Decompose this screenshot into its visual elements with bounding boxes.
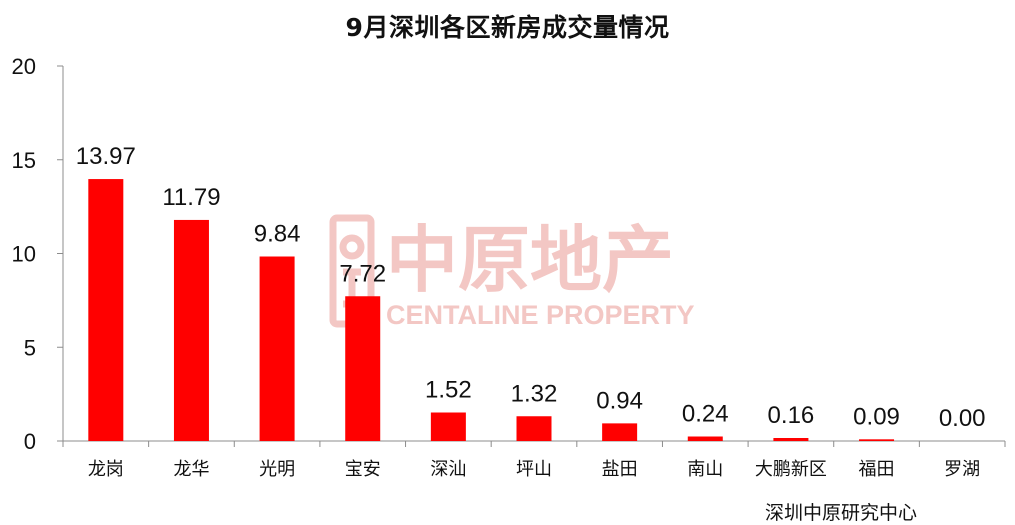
centaline-watermark: 中原地产 CENTALINE PROPERTY bbox=[329, 214, 695, 330]
data-label: 0.00 bbox=[939, 405, 986, 432]
data-label: 0.09 bbox=[853, 403, 900, 430]
y-tick-label: 5 bbox=[24, 335, 36, 360]
chart-title: 9月深圳各区新房成交量情况 bbox=[345, 13, 670, 42]
x-tick-label: 坪山 bbox=[516, 459, 552, 480]
data-label: 11.79 bbox=[162, 184, 220, 211]
x-tick-label: 大鹏新区 bbox=[755, 459, 827, 480]
bar bbox=[687, 436, 723, 441]
data-label: 0.24 bbox=[682, 401, 729, 428]
bar bbox=[259, 256, 295, 441]
bar bbox=[345, 296, 381, 441]
y-tick-label: 15 bbox=[12, 148, 36, 173]
watermark-english: CENTALINE PROPERTY bbox=[386, 300, 695, 330]
x-tick-label: 龙岗 bbox=[88, 459, 124, 480]
y-tick-label: 20 bbox=[12, 54, 36, 79]
source-note: 深圳中原研究中心 bbox=[765, 502, 918, 524]
bar bbox=[859, 439, 895, 441]
data-labels: 13.97 龙岗 11.79 龙华 9.84 光明 7.72 宝安 1.52 深汕 1.32 坪山 0.… bbox=[76, 143, 986, 480]
x-tick-label: 宝安 bbox=[345, 459, 381, 480]
data-label: 0.16 bbox=[768, 402, 815, 429]
data-label: 13.97 bbox=[76, 143, 136, 170]
bar bbox=[430, 412, 466, 441]
data-label: 1.52 bbox=[425, 377, 472, 404]
x-tick-label: 深汕 bbox=[430, 459, 466, 480]
x-tick-label: 光明 bbox=[259, 459, 295, 480]
x-tick-label: 盐田 bbox=[602, 459, 638, 480]
data-label: 0.94 bbox=[596, 387, 643, 414]
bars bbox=[88, 179, 895, 441]
bar bbox=[173, 219, 209, 441]
data-label: 9.84 bbox=[254, 221, 301, 248]
y-tick-label: 0 bbox=[24, 429, 36, 454]
x-tick-label: 龙华 bbox=[173, 459, 209, 480]
data-label: 7.72 bbox=[339, 260, 386, 287]
bar bbox=[773, 438, 809, 441]
data-label: 1.32 bbox=[511, 380, 558, 407]
y-tick-label: 10 bbox=[12, 242, 36, 267]
x-tick-label: 福田 bbox=[859, 459, 895, 480]
bar bbox=[602, 423, 638, 441]
bar bbox=[88, 179, 124, 441]
bar bbox=[516, 416, 552, 441]
x-tick-label: 南山 bbox=[687, 459, 723, 480]
x-tick-label: 罗湖 bbox=[944, 459, 980, 480]
watermark-chinese: 中原地产 bbox=[386, 218, 674, 302]
